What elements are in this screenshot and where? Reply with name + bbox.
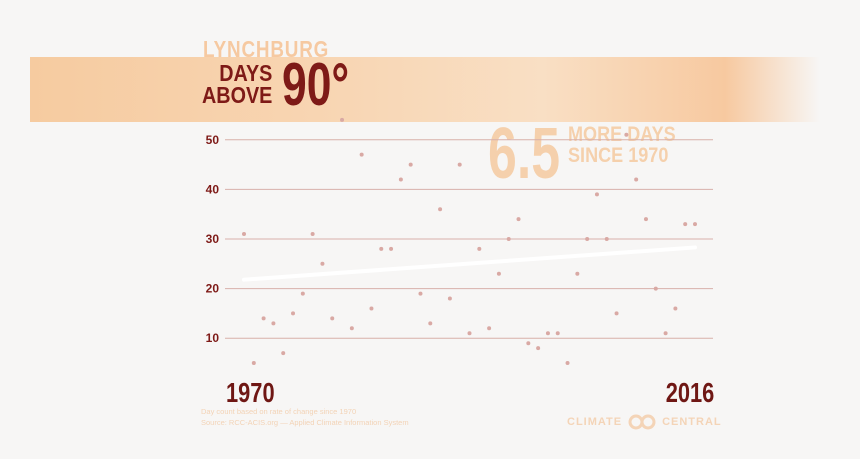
data-point [242,232,246,237]
rings-icon [628,414,656,430]
data-point [251,361,256,366]
data-point [408,162,413,167]
days-label: DAYS [219,60,273,86]
data-point [300,291,305,296]
data-point [447,296,452,301]
y-tick-label: 50 [206,133,220,147]
y-tick-label: 40 [206,182,220,196]
data-point [516,217,521,222]
data-point [438,207,443,212]
data-point [398,177,403,182]
days-above-label: DAYS ABOVE [202,60,273,108]
above-label: ABOVE [202,82,273,108]
data-point [467,331,472,336]
data-point [487,326,492,331]
data-point [545,331,550,336]
data-point [379,246,384,251]
data-point [624,132,629,137]
data-point [330,316,335,321]
data-point [457,162,462,167]
data-point [663,331,668,336]
header-band [30,57,820,122]
data-point [673,306,678,311]
data-point [565,361,570,366]
data-point [526,341,531,346]
source-note: Source: RCC-ACIS.org — Applied Climate I… [201,418,409,427]
data-point [536,346,541,351]
data-point [594,192,599,197]
method-note: Day count based on rate of change since … [201,407,357,416]
change-number: 6.5 [488,114,561,194]
data-point [271,321,276,326]
y-tick-label: 20 [206,282,220,296]
data-point [418,291,423,296]
data-point [369,306,374,311]
trend-line [242,245,697,282]
data-point [555,331,560,336]
data-point [389,246,394,251]
data-point [683,222,688,227]
data-point [585,237,590,241]
brand-left-text: CLIMATE [567,416,623,428]
data-point [614,311,619,316]
data-point [261,316,266,321]
data-point [634,177,639,182]
data-point [693,222,697,227]
data-point [340,117,345,122]
data-point [643,217,648,222]
y-tick-label: 30 [206,232,220,246]
data-point [291,311,296,316]
x-start-label: 1970 [226,377,275,408]
threshold-temperature: 90° [282,51,350,118]
y-tick-label: 10 [206,331,220,345]
x-end-label: 2016 [665,377,714,408]
climate-central-logo: CLIMATE CENTRAL [567,414,722,430]
brand-right-text: CENTRAL [662,416,722,428]
data-point [653,286,658,291]
data-point [575,271,580,276]
data-point [604,237,609,241]
data-point [349,326,354,331]
since-label: SINCE 1970 [568,144,669,167]
data-point [310,232,315,237]
city-name: LYNCHBURG [203,36,330,62]
data-point [359,152,364,157]
data-point [477,246,482,251]
data-point [496,271,501,276]
data-point [506,237,511,241]
data-point [428,321,433,326]
data-point [281,351,286,356]
data-point [320,261,325,266]
